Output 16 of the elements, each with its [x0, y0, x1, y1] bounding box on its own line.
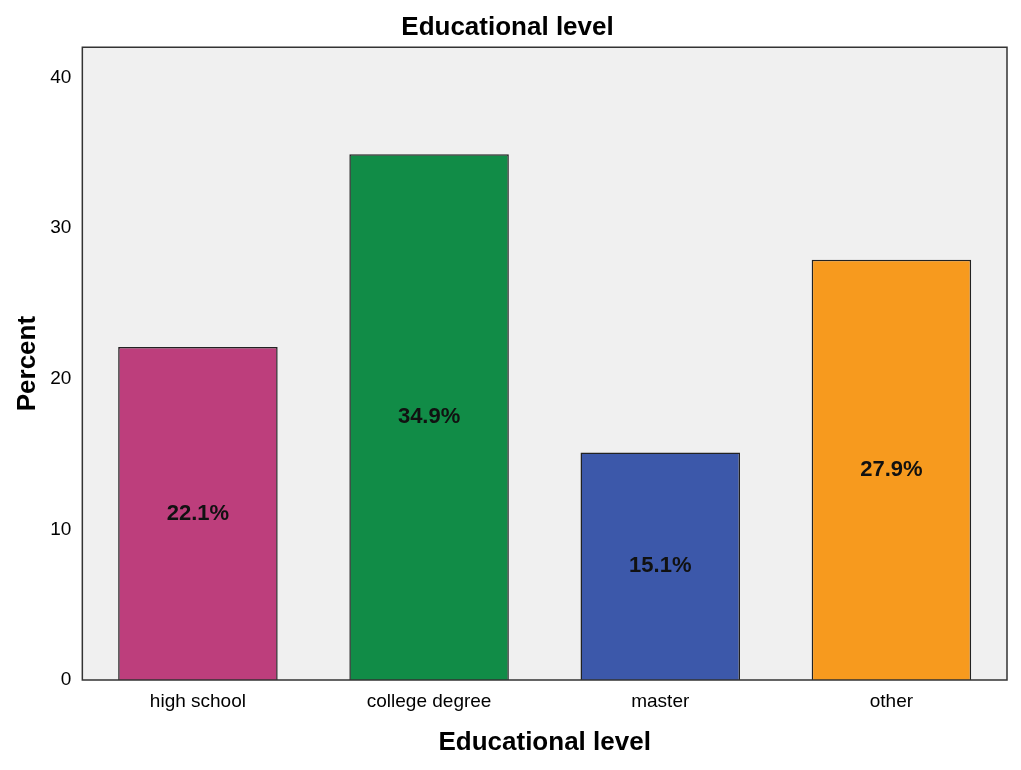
y-tick-label: 20	[50, 366, 72, 388]
data-label: 27.9%	[860, 455, 923, 481]
y-tick-label: 40	[50, 65, 72, 87]
y-axis-title: Percent	[10, 315, 41, 412]
data-label: 34.9%	[397, 403, 461, 429]
x-tick-label: other	[869, 689, 914, 711]
data-label: 15.1%	[629, 552, 692, 578]
chart-title: Educational level	[401, 10, 614, 41]
x-tick-label: high school	[149, 689, 246, 711]
x-axis-title: Educational level	[438, 725, 651, 756]
data-label: 22.1%	[166, 499, 230, 525]
x-tick-label: college degree	[366, 689, 492, 711]
y-tick-label: 30	[50, 216, 72, 238]
y-tick-label: 10	[50, 517, 72, 539]
y-tick-label: 0	[60, 668, 72, 690]
x-tick-label: master	[631, 689, 690, 711]
